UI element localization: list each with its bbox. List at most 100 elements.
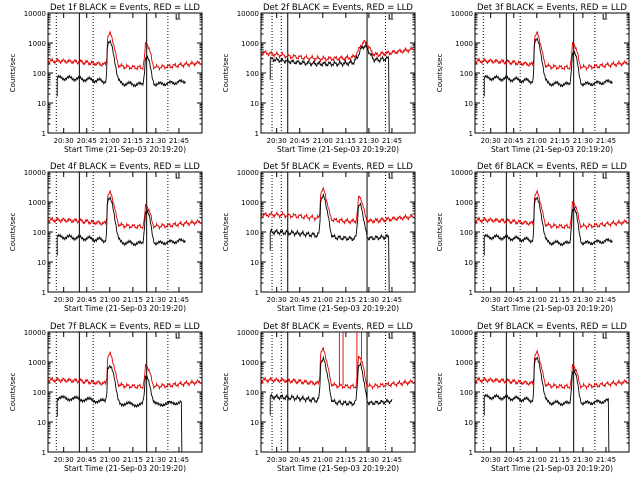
events-series-line	[269, 42, 392, 134]
corner-bracket	[175, 173, 181, 179]
chart-panel: Det 3f BLACK = Events, RED = LLD 1 10 100 10…	[436, 3, 630, 154]
y-tick-label: 10000	[24, 329, 46, 337]
x-tick-label: 21:45	[596, 296, 616, 304]
x-tick-label: 20:45	[77, 296, 97, 304]
x-tick-label: 21:45	[382, 296, 402, 304]
y-tick-label: 10000	[451, 329, 473, 337]
x-tick-label: 21:30	[146, 296, 166, 304]
y-tick-label: 100	[33, 229, 46, 237]
x-tick-label: 20:30	[267, 296, 287, 304]
x-tick-label: 20:45	[290, 296, 310, 304]
x-tick-label: 21:15	[336, 296, 356, 304]
chart-panel: Det 9f BLACK = Events, RED = LLD 1 10 100 10…	[436, 322, 630, 473]
plot-frame	[474, 331, 630, 453]
x-tick-label: 21:15	[550, 296, 570, 304]
x-tick-label: 20:30	[54, 296, 74, 304]
x-tick-label: 21:45	[382, 456, 402, 464]
x-tick-label: 21:15	[123, 456, 143, 464]
x-tick-label: 21:30	[359, 137, 379, 145]
x-tick-label: 20:45	[504, 137, 524, 145]
x-axis-label: Start Time (21-Sep-03 20:19:20)	[491, 145, 613, 154]
corner-bracket	[602, 173, 608, 179]
x-axis-label: Start Time (21-Sep-03 20:19:20)	[277, 304, 399, 313]
chart-title: Det 6f BLACK = Events, RED = LLD	[477, 162, 627, 172]
y-tick-label: 1000	[28, 40, 46, 48]
y-tick-label: 1000	[455, 40, 473, 48]
x-tick-label: 20:30	[54, 137, 74, 145]
y-tick-label: 1000	[241, 199, 259, 207]
x-axis-label: Start Time (21-Sep-03 20:19:20)	[64, 464, 186, 473]
corner-bracket	[388, 173, 394, 179]
y-axis-label: Counts/sec	[436, 373, 444, 412]
y-tick-label: 1	[255, 289, 259, 297]
plot-frame	[260, 12, 416, 134]
lld-series-line	[474, 349, 628, 391]
y-tick-label: 10	[464, 100, 473, 108]
y-axis-label: Counts/sec	[9, 373, 17, 412]
chart-panel: Det 1f BLACK = Events, RED = LLD 1 10 100 10…	[9, 3, 203, 154]
y-tick-label: 10	[250, 419, 259, 427]
y-axis-label: Counts/sec	[222, 54, 230, 93]
x-tick-label: 21:00	[313, 296, 333, 304]
y-axis-label: Counts/sec	[9, 213, 17, 252]
y-tick-label: 10000	[24, 10, 46, 18]
x-tick-label: 20:45	[504, 456, 524, 464]
x-tick-label: 20:30	[54, 456, 74, 464]
corner-bracket	[388, 14, 394, 20]
lld-series-line	[260, 39, 414, 63]
y-tick-label: 10	[250, 100, 259, 108]
chart-panel: Det 4f BLACK = Events, RED = LLD 1 10 100 10…	[9, 162, 203, 313]
x-axis-label: Start Time (21-Sep-03 20:19:20)	[277, 145, 399, 154]
x-axis-label: Start Time (21-Sep-03 20:19:20)	[491, 464, 613, 473]
x-tick-label: 21:00	[313, 456, 333, 464]
y-axis-label: Counts/sec	[222, 213, 230, 252]
x-tick-label: 21:45	[382, 137, 402, 145]
corner-bracket	[602, 14, 608, 20]
x-tick-label: 21:30	[359, 296, 379, 304]
chart-title: Det 4f BLACK = Events, RED = LLD	[50, 162, 200, 172]
x-tick-label: 21:00	[100, 456, 120, 464]
x-tick-label: 21:15	[123, 296, 143, 304]
x-tick-label: 21:45	[596, 456, 616, 464]
events-series-line	[56, 364, 188, 453]
lld-series-line	[47, 350, 201, 391]
events-series-line	[483, 36, 613, 88]
y-tick-label: 1000	[241, 359, 259, 367]
lld-series-line	[47, 30, 201, 72]
y-tick-label: 10	[250, 259, 259, 267]
y-tick-label: 1	[255, 449, 259, 457]
x-tick-label: 21:15	[123, 137, 143, 145]
lld-series-line	[260, 346, 414, 391]
y-axis-label: Counts/sec	[222, 373, 230, 412]
lld-series-line	[260, 186, 414, 226]
x-tick-label: 20:45	[290, 456, 310, 464]
y-tick-label: 1000	[28, 359, 46, 367]
y-tick-label: 10	[37, 259, 46, 267]
y-axis-label: Counts/sec	[436, 213, 444, 252]
events-series-line	[483, 355, 613, 453]
events-series-line	[56, 195, 186, 247]
corner-bracket	[175, 333, 181, 339]
lld-series-line	[474, 189, 628, 231]
chart-panel: Det 2f BLACK = Events, RED = LLD 1 10 100 10…	[222, 3, 416, 154]
x-axis-label: Start Time (21-Sep-03 20:19:20)	[491, 304, 613, 313]
plot-frame	[474, 171, 630, 293]
corner-bracket	[602, 333, 608, 339]
x-tick-label: 21:15	[550, 456, 570, 464]
x-tick-label: 21:15	[336, 137, 356, 145]
y-tick-label: 1	[469, 449, 473, 457]
chart-panel: Det 5f BLACK = Events, RED = LLD 1 10 100 10…	[222, 162, 416, 313]
y-tick-label: 100	[246, 229, 259, 237]
plot-frame	[260, 331, 416, 453]
y-tick-label: 10	[37, 100, 46, 108]
corner-bracket	[388, 333, 394, 339]
y-tick-label: 1000	[241, 40, 259, 48]
y-tick-label: 100	[460, 70, 473, 78]
x-axis-label: Start Time (21-Sep-03 20:19:20)	[64, 304, 186, 313]
chart-title: Det 2f BLACK = Events, RED = LLD	[263, 3, 413, 13]
chart-panel: Det 8f BLACK = Events, RED = LLD 1 10 100 10…	[222, 322, 416, 473]
y-tick-label: 1000	[28, 199, 46, 207]
events-series-line	[269, 355, 393, 407]
y-tick-label: 10	[464, 259, 473, 267]
